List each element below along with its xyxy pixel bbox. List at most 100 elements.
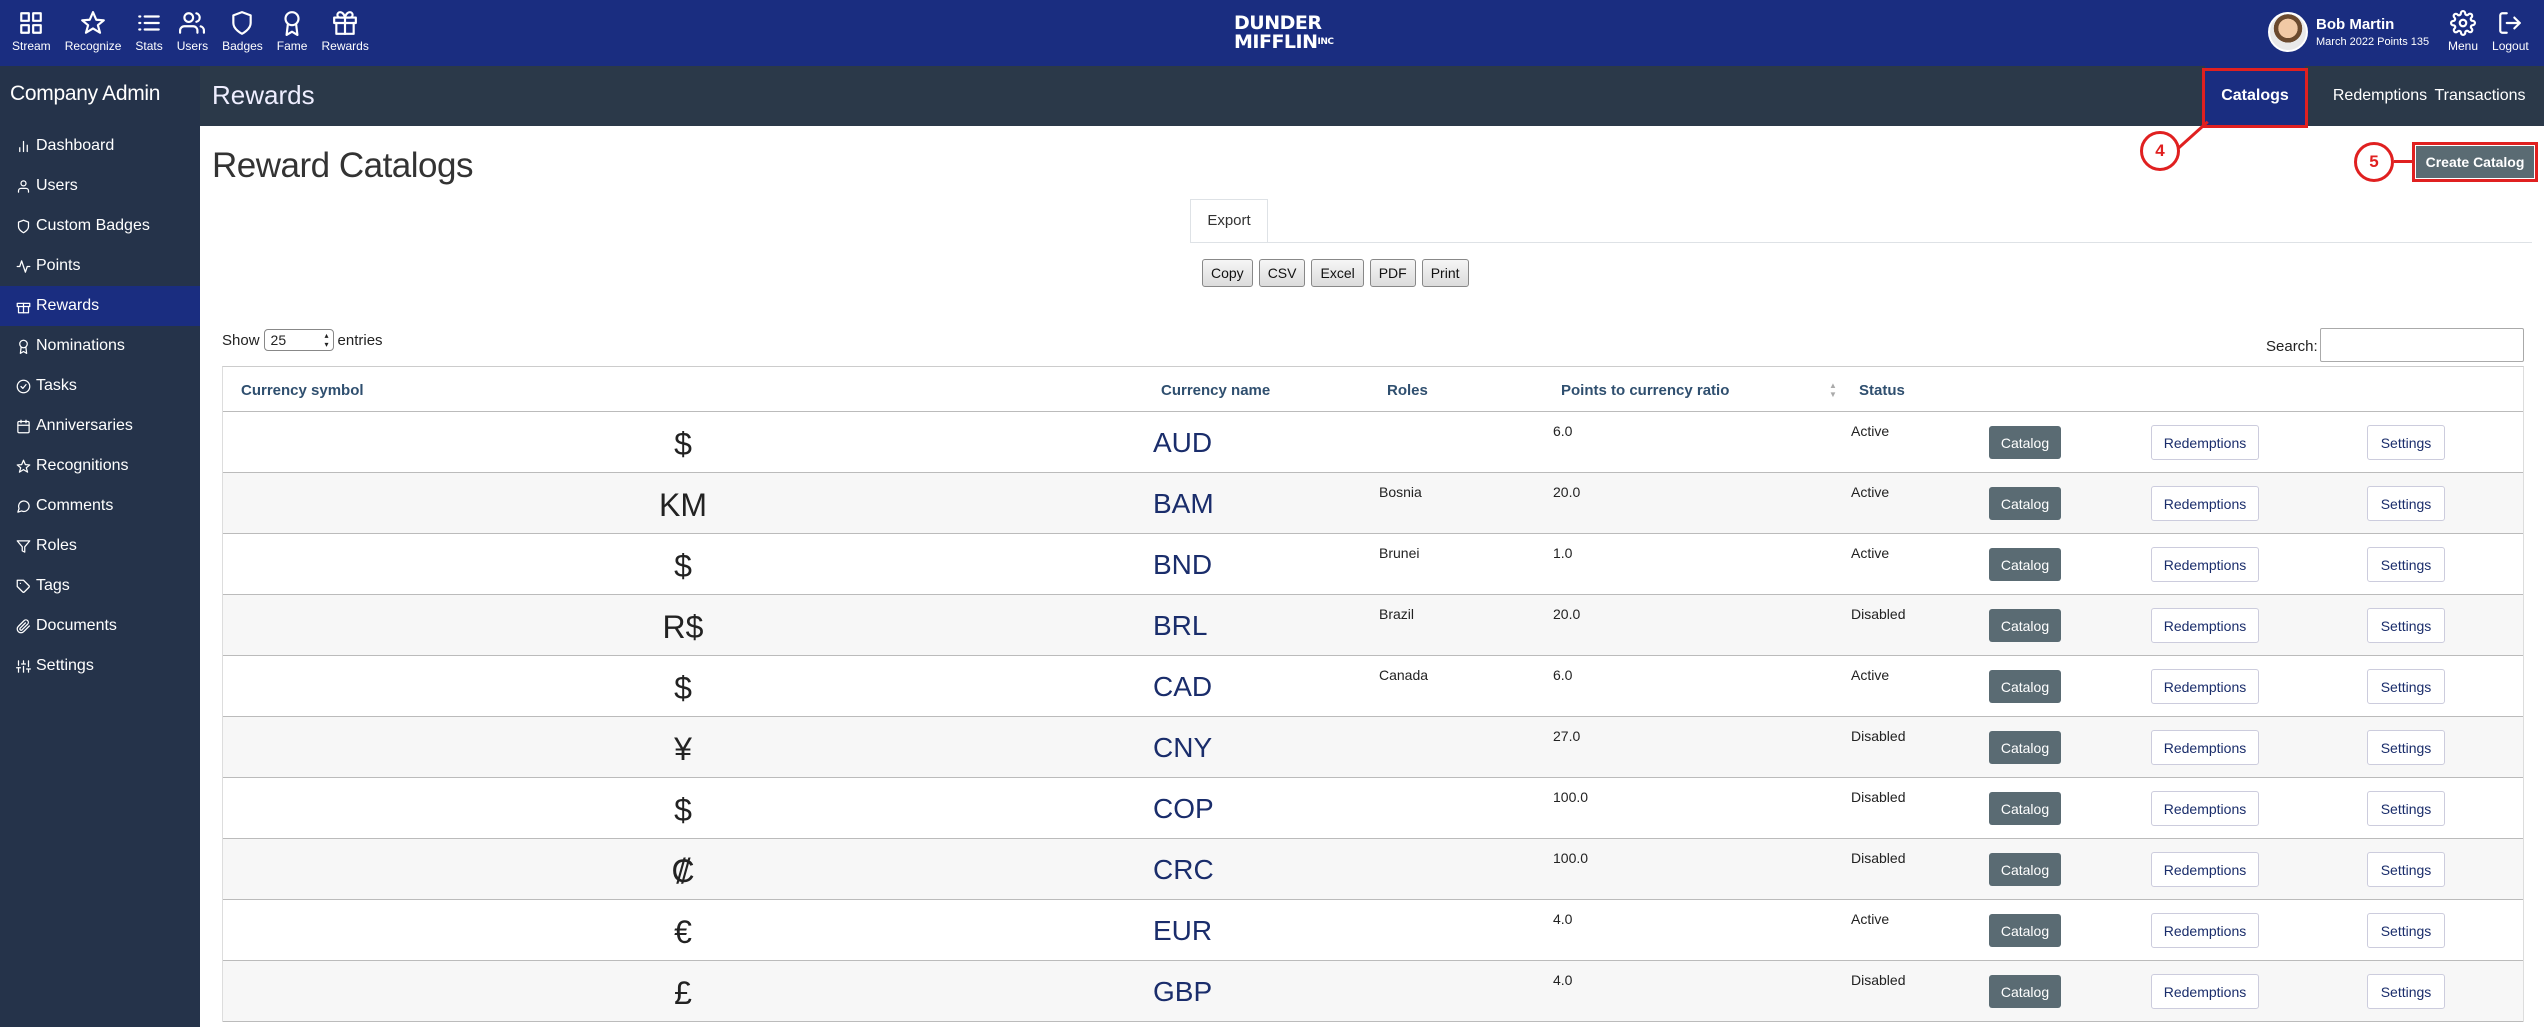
catalog-button[interactable]: Catalog xyxy=(1989,975,2061,1008)
catalog-button[interactable]: Catalog xyxy=(1989,426,2061,459)
sidebar-title: Company Admin xyxy=(10,82,161,105)
redemptions-button[interactable]: Redemptions xyxy=(2151,547,2259,582)
points-ratio: 6.0 xyxy=(1553,667,1573,683)
nav-rewards[interactable]: Rewards xyxy=(321,10,369,53)
sidebar-item-tasks[interactable]: Tasks xyxy=(0,366,200,406)
currency-name: CNY xyxy=(1153,732,1213,763)
sidebar-item-anniversaries[interactable]: Anniversaries xyxy=(0,406,200,446)
settings-button[interactable]: Settings xyxy=(2367,547,2445,582)
points-ratio: 100.0 xyxy=(1553,789,1589,805)
sidebar-item-label: Dashboard xyxy=(36,137,115,154)
currency-symbol: ¥ xyxy=(674,731,692,767)
nav-fame[interactable]: Fame xyxy=(277,10,307,53)
table-row: $ CAD Canada 6.0 Active Catalog Redempti… xyxy=(223,656,2523,717)
sidebar-item-comments[interactable]: Comments xyxy=(0,486,200,526)
catalog-button[interactable]: Catalog xyxy=(1989,792,2061,825)
redemptions-button[interactable]: Redemptions xyxy=(2151,974,2259,1009)
award-icon xyxy=(19,339,28,354)
tab-export[interactable]: Export xyxy=(1190,199,1268,243)
catalog-button[interactable]: Catalog xyxy=(1989,731,2061,764)
table-row: $ AUD 6.0 Active Catalog Redemptions Set… xyxy=(223,412,2523,473)
header-ratio[interactable]: Points to currency ratio xyxy=(1561,382,1730,399)
sidebar-item-documents[interactable]: Documents xyxy=(0,606,200,646)
header-currency-symbol[interactable]: Currency symbol xyxy=(241,382,364,399)
settings-button[interactable]: Settings xyxy=(2367,669,2445,704)
redemptions-button[interactable]: Redemptions xyxy=(2151,791,2259,826)
nav-stats[interactable]: Stats xyxy=(135,10,163,53)
copy-button[interactable]: Copy xyxy=(1202,259,1253,287)
nav-label: Recognize xyxy=(64,39,122,53)
user-profile[interactable]: Bob Martin March 2022 Points 135 xyxy=(2268,12,2429,52)
redemptions-button[interactable]: Redemptions xyxy=(2151,730,2259,765)
catalog-button[interactable]: Catalog xyxy=(1989,670,2061,703)
print-button[interactable]: Print xyxy=(1421,259,1469,287)
nav-users[interactable]: Users xyxy=(177,10,208,53)
section-header: Rewards Catalogs Redemptions Transaction… xyxy=(200,66,2544,126)
calendar-icon xyxy=(17,419,30,433)
settings-button[interactable]: Settings xyxy=(2367,486,2445,521)
sidebar-item-custom-badges[interactable]: Custom Badges xyxy=(0,206,200,246)
logout-button[interactable]: Logout xyxy=(2492,10,2529,53)
settings-button[interactable]: Settings xyxy=(2367,974,2445,1009)
redemptions-button[interactable]: Redemptions xyxy=(2151,913,2259,948)
redemptions-button[interactable]: Redemptions xyxy=(2151,608,2259,643)
nav-label: Stream xyxy=(12,39,51,53)
sidebar-item-points[interactable]: Points xyxy=(0,246,200,286)
tab-redemptions[interactable]: Redemptions xyxy=(2332,87,2428,104)
create-catalog-button[interactable]: Create Catalog xyxy=(2416,146,2534,178)
top-actions: Menu Logout xyxy=(2448,10,2543,53)
redemptions-button[interactable]: Redemptions xyxy=(2151,486,2259,521)
catalog-button[interactable]: Catalog xyxy=(1989,853,2061,886)
settings-button[interactable]: Settings xyxy=(2367,852,2445,887)
sidebar-item-users[interactable]: Users xyxy=(0,166,200,206)
grid-icon xyxy=(20,12,43,34)
logo-mark: INC xyxy=(1317,37,1335,47)
tab-transactions[interactable]: Transactions xyxy=(2434,87,2526,104)
status-value: Active xyxy=(1851,911,1890,927)
entries-select[interactable]: 25 xyxy=(263,329,334,351)
nav-stream[interactable]: Stream xyxy=(12,10,51,53)
settings-button[interactable]: Settings xyxy=(2367,730,2445,765)
avatar[interactable] xyxy=(2268,12,2308,52)
currency-role: Bosnia xyxy=(1379,484,1422,500)
catalog-button[interactable]: Catalog xyxy=(1989,548,2061,581)
currency-name: CAD xyxy=(1153,671,1213,702)
sidebar-item-settings[interactable]: Settings xyxy=(0,646,200,686)
search-input[interactable] xyxy=(2320,328,2524,362)
gear-icon xyxy=(2450,10,2476,36)
tab-catalogs[interactable]: Catalogs xyxy=(2205,66,2305,126)
sidebar-item-tags[interactable]: Tags xyxy=(0,566,200,606)
company-logo[interactable]: DUNDER MIFFLININC xyxy=(1234,14,1334,52)
excel-button[interactable]: Excel xyxy=(1311,259,1364,287)
settings-button[interactable]: Settings xyxy=(2367,791,2445,826)
sidebar-item-recognitions[interactable]: Recognitions xyxy=(0,446,200,486)
redemptions-button[interactable]: Redemptions xyxy=(2151,425,2259,460)
catalog-button[interactable]: Catalog xyxy=(1989,487,2061,520)
nav-recognize[interactable]: Recognize xyxy=(64,10,122,53)
menu-button[interactable]: Menu xyxy=(2448,10,2478,53)
catalog-button[interactable]: Catalog xyxy=(1989,609,2061,642)
pdf-button[interactable]: PDF xyxy=(1369,259,1416,287)
award-icon xyxy=(284,11,300,36)
star-icon xyxy=(16,459,31,473)
sidebar-item-roles[interactable]: Roles xyxy=(0,526,200,566)
header-currency-name[interactable]: Currency name xyxy=(1161,382,1271,399)
sort-icon[interactable]: ▲ ▼ xyxy=(1829,381,1837,399)
sidebar-item-rewards[interactable]: Rewards xyxy=(0,286,200,326)
nav-badges[interactable]: Badges xyxy=(222,10,263,53)
settings-button[interactable]: Settings xyxy=(2367,913,2445,948)
sidebar-item-nominations[interactable]: Nominations xyxy=(0,326,200,366)
settings-button[interactable]: Settings xyxy=(2367,425,2445,460)
settings-button[interactable]: Settings xyxy=(2367,608,2445,643)
catalog-button[interactable]: Catalog xyxy=(1989,914,2061,947)
redemptions-button[interactable]: Redemptions xyxy=(2151,852,2259,887)
redemptions-button[interactable]: Redemptions xyxy=(2151,669,2259,704)
entries-label: entries xyxy=(337,331,383,349)
user-icon xyxy=(17,179,30,193)
sidebar-item-dashboard[interactable]: Dashboard xyxy=(0,126,200,166)
sliders-icon xyxy=(16,659,31,673)
header-status[interactable]: Status xyxy=(1859,382,1905,399)
sidebar-item-label: Comments xyxy=(36,497,114,514)
csv-button[interactable]: CSV xyxy=(1258,259,1306,287)
header-roles[interactable]: Roles xyxy=(1387,382,1428,399)
